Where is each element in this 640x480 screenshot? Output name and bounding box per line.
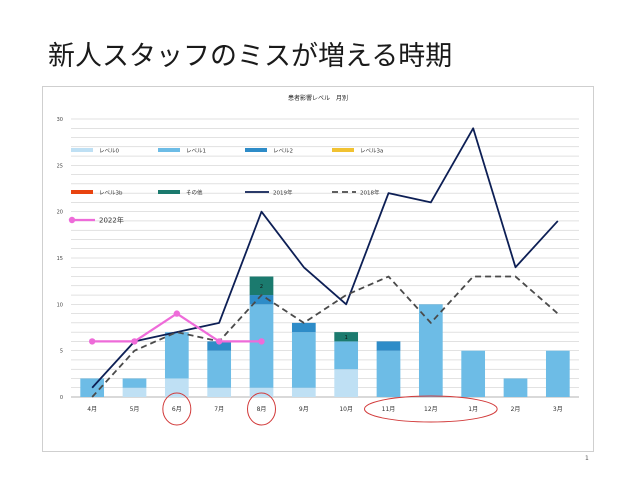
legend-label: 2022年 — [99, 216, 124, 225]
bar-segment — [376, 350, 401, 397]
bar-segment — [334, 332, 359, 342]
series-line — [91, 275, 559, 398]
page-number: 1 — [585, 455, 589, 462]
legend-swatch — [158, 148, 180, 152]
y-tick-label: 0 — [60, 395, 63, 401]
series-point — [215, 338, 223, 345]
data-label: 2 — [260, 284, 263, 290]
bar-segment — [164, 332, 189, 379]
bar-segment — [545, 350, 570, 397]
legend-label: レベル2 — [273, 148, 293, 155]
y-tick-label: 5 — [60, 349, 63, 355]
bar-segment — [207, 341, 232, 351]
x-tick-label: 2月 — [511, 406, 521, 413]
series-point — [131, 338, 138, 345]
y-tick-label: 25 — [57, 163, 63, 169]
legend-swatch — [158, 190, 180, 194]
legend-label: 2018年 — [360, 189, 380, 197]
bar-segment — [461, 350, 486, 397]
legend-swatch — [332, 148, 354, 152]
bar-segment — [164, 378, 189, 397]
x-tick-label: 5月 — [130, 406, 140, 413]
legend-swatch — [71, 190, 93, 194]
bar-segment — [291, 387, 316, 397]
slide-title: 新人スタッフのミスが増える時期 — [48, 41, 453, 72]
bar-segment — [418, 304, 443, 397]
bar-segment — [122, 378, 147, 388]
x-tick-label: 1月 — [468, 406, 478, 413]
x-tick-label: 10月 — [339, 406, 353, 413]
series-point — [258, 338, 265, 345]
x-tick-label: 9月 — [299, 406, 309, 413]
data-label: 1 — [345, 335, 348, 341]
x-tick-label: 7月 — [214, 406, 224, 413]
legend-marker — [68, 216, 76, 224]
y-tick-label: 15 — [57, 256, 63, 262]
bar-segment — [503, 378, 528, 397]
legend-label: 2019年 — [273, 189, 293, 197]
bar-segment — [207, 350, 232, 388]
bar-segment — [334, 369, 359, 397]
legend-label: レベル0 — [99, 148, 120, 155]
x-tick-label: 12月 — [424, 406, 438, 413]
legend-label: レベル3b — [99, 190, 123, 197]
chart-title: 患者影響レベル 月別 — [288, 94, 348, 102]
bar-segment — [334, 341, 359, 370]
bar-segment — [207, 387, 232, 397]
bar-segment — [249, 295, 274, 305]
highlight-circle — [162, 392, 192, 426]
bar-segment — [249, 276, 274, 296]
series-point — [173, 310, 181, 317]
highlight-circle — [247, 392, 276, 426]
bar-segment — [122, 387, 147, 397]
x-tick-label: 3月 — [553, 406, 563, 413]
y-tick-label: 20 — [57, 210, 63, 216]
legend-label: レベル1 — [186, 148, 206, 155]
chart-frame: 患者影響レベル 月別 2 1 レベル0 レベル1 レベル2 レベル3a レベル3b その他 2… — [42, 86, 594, 452]
bar-segment — [80, 378, 105, 397]
bar-segment — [249, 387, 274, 397]
highlight-circle — [364, 395, 498, 423]
x-tick-label: 6月 — [172, 406, 182, 413]
legend-label: レベル3a — [360, 148, 383, 155]
bar-segment — [376, 341, 401, 351]
legend-label: その他 — [186, 189, 203, 197]
bar-segment — [291, 322, 316, 333]
x-tick-label: 4月 — [87, 406, 97, 413]
chart-svg: 患者影響レベル 月別 2 1 レベル0 レベル1 レベル2 レベル3a レベル3b その他 2… — [57, 94, 579, 426]
x-tick-label: 11月 — [382, 406, 396, 413]
series-point — [88, 338, 96, 345]
series-line — [91, 127, 559, 389]
x-tick-label: 8月 — [257, 406, 267, 413]
bar-segment — [291, 332, 316, 388]
legend-swatch — [71, 148, 93, 152]
bar-segment — [249, 304, 274, 388]
y-tick-label: 10 — [57, 302, 63, 308]
y-tick-label: 30 — [57, 117, 63, 123]
legend-swatch — [245, 148, 267, 152]
